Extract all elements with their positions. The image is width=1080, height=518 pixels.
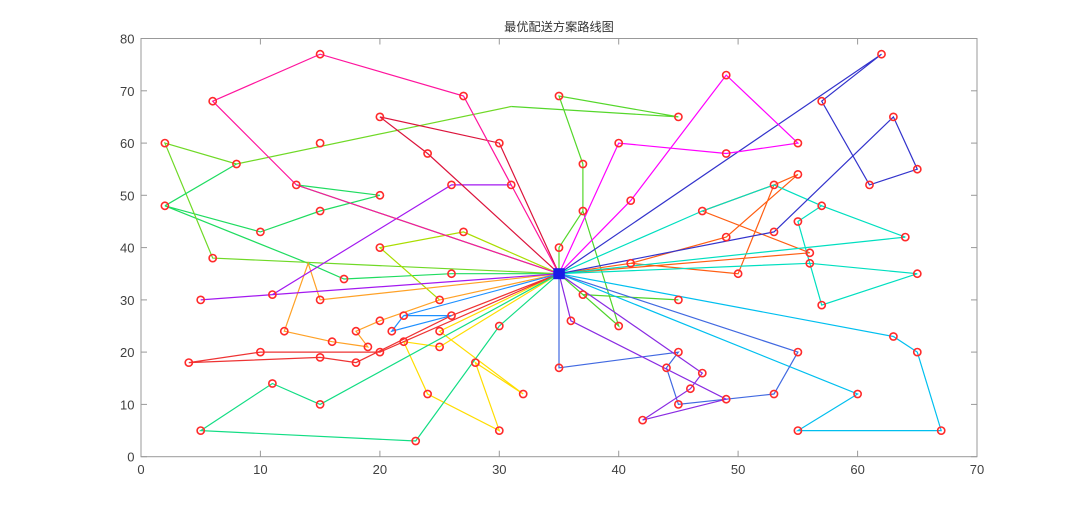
svg-text:30: 30 bbox=[492, 462, 506, 477]
svg-text:50: 50 bbox=[731, 462, 745, 477]
svg-text:20: 20 bbox=[120, 345, 134, 360]
svg-text:70: 70 bbox=[970, 462, 984, 477]
svg-text:60: 60 bbox=[850, 462, 864, 477]
svg-text:50: 50 bbox=[120, 188, 134, 203]
svg-text:30: 30 bbox=[120, 293, 134, 308]
svg-text:10: 10 bbox=[253, 462, 267, 477]
svg-text:40: 40 bbox=[611, 462, 625, 477]
svg-text:10: 10 bbox=[120, 397, 134, 412]
svg-text:60: 60 bbox=[120, 136, 134, 151]
svg-text:40: 40 bbox=[120, 241, 134, 256]
svg-text:80: 80 bbox=[120, 32, 134, 47]
svg-text:70: 70 bbox=[120, 84, 134, 99]
svg-text:最优配送方案路线图: 最优配送方案路线图 bbox=[504, 19, 614, 34]
svg-text:20: 20 bbox=[373, 462, 387, 477]
svg-text:0: 0 bbox=[137, 462, 144, 477]
svg-text:0: 0 bbox=[127, 450, 134, 465]
